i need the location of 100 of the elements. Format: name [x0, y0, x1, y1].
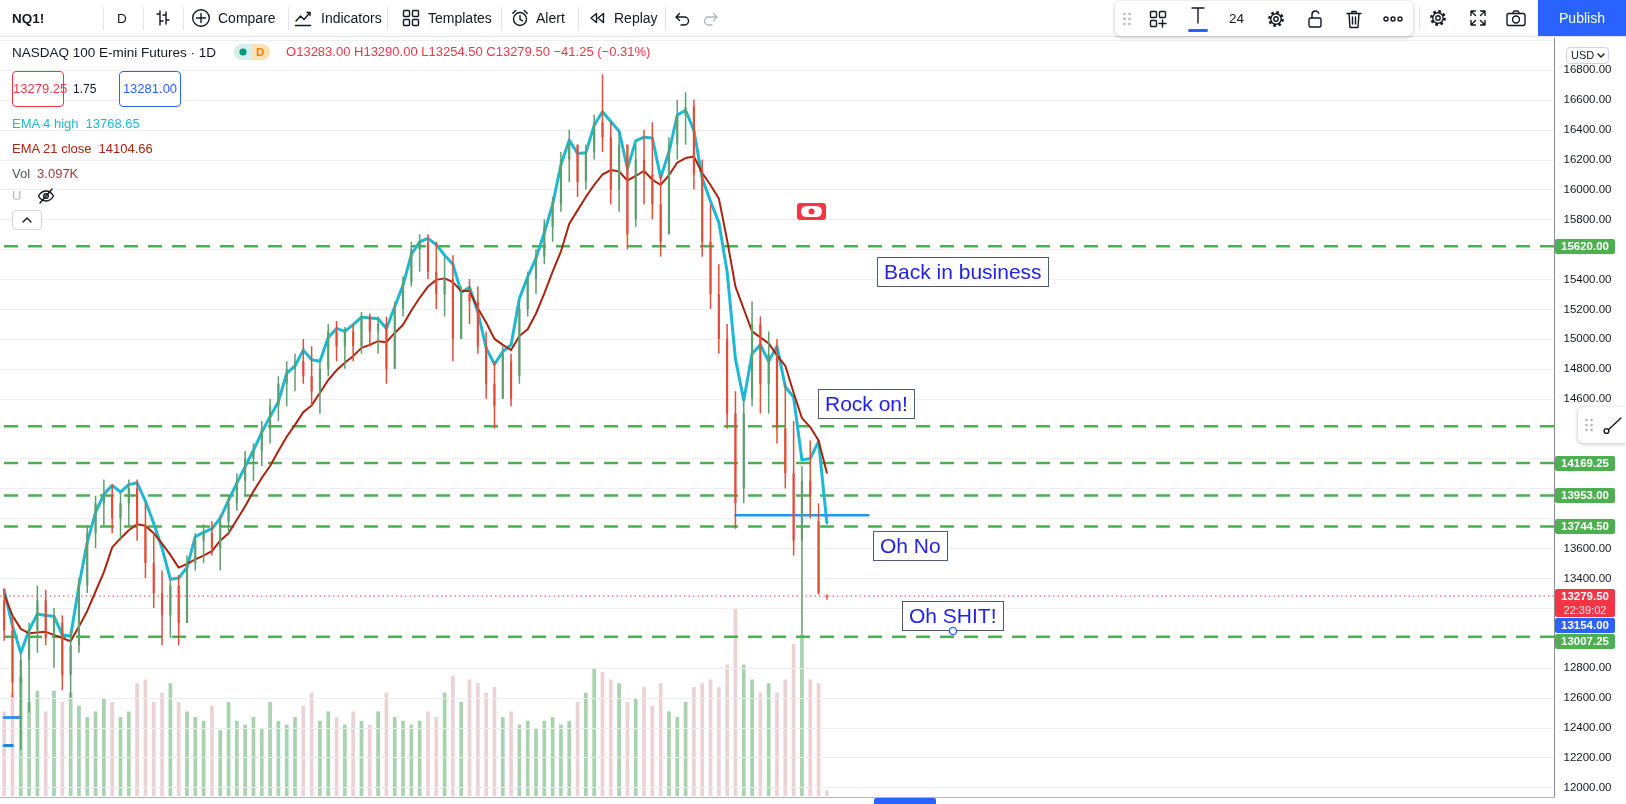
bar: [343, 724, 347, 796]
candlestick: [343, 326, 346, 370]
bar: [650, 705, 655, 796]
text: D: [117, 9, 127, 27]
ref-line-label: 15620.00: [1555, 238, 1615, 254]
candlestick: [642, 128, 646, 206]
bar: [716, 686, 721, 796]
ref-line-label: 13007.25: [1555, 633, 1615, 649]
bar: [68, 692, 73, 796]
bar: [509, 711, 513, 796]
candlestick: [293, 353, 297, 392]
bar: [168, 683, 173, 796]
candlestick: [543, 218, 546, 265]
text: 13154.00: [1555, 617, 1615, 633]
text: Templates: [428, 9, 492, 27]
text: Compare: [218, 9, 276, 27]
candlestick: [235, 472, 238, 512]
bar: [318, 720, 322, 796]
y-tick-label: 16400.00: [1563, 123, 1612, 136]
annotation: Oh SHIT!: [902, 601, 1004, 631]
y-tick-label: 15400.00: [1563, 272, 1612, 285]
bar: [301, 705, 306, 796]
bar: [27, 702, 31, 796]
bar: [259, 728, 264, 796]
bar: [675, 717, 680, 796]
bar: [559, 724, 563, 796]
candlestick: [111, 483, 114, 534]
text: Alert: [536, 9, 565, 27]
candlestick: [61, 614, 64, 691]
bar: [633, 698, 638, 796]
bar: [185, 711, 189, 796]
bar: [692, 686, 696, 796]
candlestick: [335, 320, 338, 363]
bar: [642, 686, 646, 796]
text: NQ1!: [12, 9, 45, 27]
candlestick: [310, 345, 313, 407]
bar: [434, 717, 439, 796]
ref-line-label: 14169.25: [1555, 455, 1615, 471]
candlestick: [119, 490, 122, 542]
bar: [766, 683, 771, 796]
text: Publish: [1559, 9, 1605, 27]
candlestick: [709, 203, 712, 310]
candlestick: [277, 375, 280, 422]
bar: [43, 711, 48, 796]
annotation: D: [256, 45, 265, 59]
y-tick-label: 15800.00: [1563, 212, 1612, 225]
bar: [110, 702, 115, 796]
bar: [426, 711, 430, 796]
bar: [268, 702, 272, 796]
candlestick: [534, 248, 538, 295]
candlestick: [767, 330, 770, 415]
candlestick: [252, 442, 255, 482]
candlestick: [576, 143, 579, 198]
candlestick: [44, 589, 47, 647]
candlestick: [285, 360, 288, 407]
y-tick-label: 12800.00: [1563, 661, 1612, 674]
text: EMA 21 close: [12, 141, 92, 157]
bar: [284, 724, 289, 796]
bar: [459, 702, 464, 796]
candlestick: [809, 439, 812, 520]
bar: [135, 683, 139, 796]
y-tick-label: 14600.00: [1563, 392, 1612, 405]
bar: [367, 724, 372, 796]
bar: [451, 675, 455, 796]
candlestick: [202, 523, 205, 564]
candlestick: [734, 390, 737, 530]
candlestick: [127, 478, 130, 527]
annotation: 3.097K: [37, 166, 79, 182]
bar: [85, 717, 90, 796]
text: 22:39:02: [1555, 603, 1615, 617]
text: Replay: [614, 9, 658, 27]
bar: [608, 679, 613, 796]
bar: [218, 730, 223, 796]
ref-line-label: 13279.50: [1555, 588, 1615, 604]
candlestick: [493, 360, 496, 430]
candlestick: [526, 270, 529, 318]
bar: [475, 683, 480, 796]
candlestick: [318, 360, 322, 415]
candlestick: [551, 196, 554, 243]
candlestick: [410, 241, 413, 288]
candlestick: [792, 420, 795, 557]
bar: [52, 690, 56, 796]
bar: [741, 664, 746, 796]
y-tick-label: 12600.00: [1563, 691, 1612, 704]
y-tick-label: 14800.00: [1563, 362, 1612, 375]
bar: [151, 702, 156, 796]
text: Indicators: [321, 9, 382, 27]
candlestick: [227, 495, 230, 534]
y-tick-label: 13600.00: [1563, 541, 1612, 554]
text: EMA 4 high: [12, 116, 79, 132]
bar: [700, 683, 705, 796]
bar: [584, 692, 588, 796]
bar: [293, 717, 297, 796]
bar: [808, 679, 813, 796]
bar: [60, 702, 65, 796]
candlestick: [360, 311, 363, 355]
bar: [2, 711, 7, 796]
bar: [775, 692, 779, 796]
text: NASDAQ 100 E-mini Futures · 1D: [12, 43, 217, 61]
candlestick: [817, 502, 820, 596]
